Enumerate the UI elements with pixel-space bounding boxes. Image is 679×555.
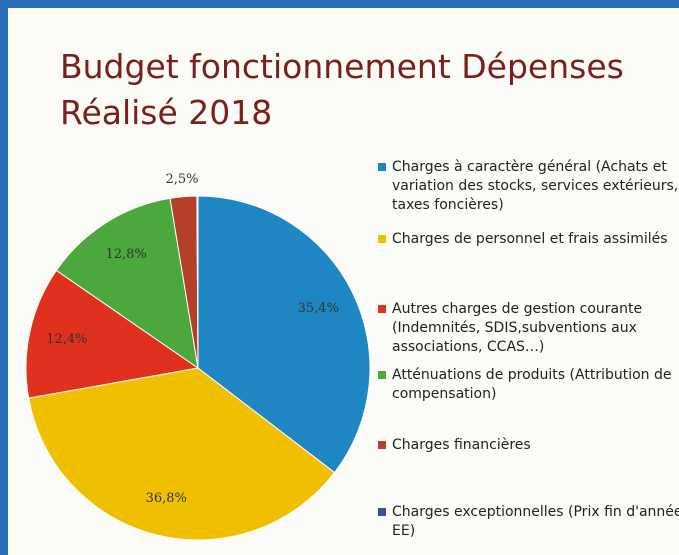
legend-swatch <box>378 441 386 449</box>
legend-label: Charges de personnel et frais assimilés <box>392 231 668 247</box>
legend-item: Charges exceptionnelles (Prix fin d'anné… <box>378 503 679 541</box>
pie-slice <box>197 195 371 474</box>
legend-label: Charges exceptionnelles (Prix fin d'anné… <box>392 504 679 539</box>
legend-item: Charges de personnel et frais assimilés <box>378 230 679 249</box>
legend-label: Charges à caractère général (Achats et v… <box>392 159 679 213</box>
legend-swatch <box>378 305 386 313</box>
legend-label: Atténuations de produits (Attribution de… <box>392 367 672 402</box>
pie-slice <box>55 197 199 370</box>
legend-label: Autres charges de gestion courante (Inde… <box>392 301 643 355</box>
data-label: 12,4% <box>46 332 87 347</box>
legend-item: Charges financières <box>378 436 679 455</box>
chart: 35,4% 36,8% 12,4% 12,8% 2,5% <box>25 172 371 541</box>
legend-swatch <box>378 371 386 379</box>
legend-swatch <box>378 163 386 171</box>
pie-slice <box>196 195 199 369</box>
legend-swatch <box>378 508 386 516</box>
legend-swatch <box>378 235 386 243</box>
legend-item: Autres charges de gestion courante (Inde… <box>378 300 679 357</box>
data-label: 2,5% <box>165 172 198 187</box>
legend-item: Atténuations de produits (Attribution de… <box>378 366 679 404</box>
data-label: 36,8% <box>146 491 187 506</box>
legend-item: Charges à caractère général (Achats et v… <box>378 158 679 215</box>
data-label: 12,8% <box>105 247 146 262</box>
legend-label: Charges financières <box>392 437 531 453</box>
pie-slice <box>25 269 200 399</box>
chart-title: Budget fonctionnement Dépenses Réalisé 2… <box>60 47 624 132</box>
data-label: 35,4% <box>298 301 339 316</box>
pie-slice <box>28 367 336 541</box>
